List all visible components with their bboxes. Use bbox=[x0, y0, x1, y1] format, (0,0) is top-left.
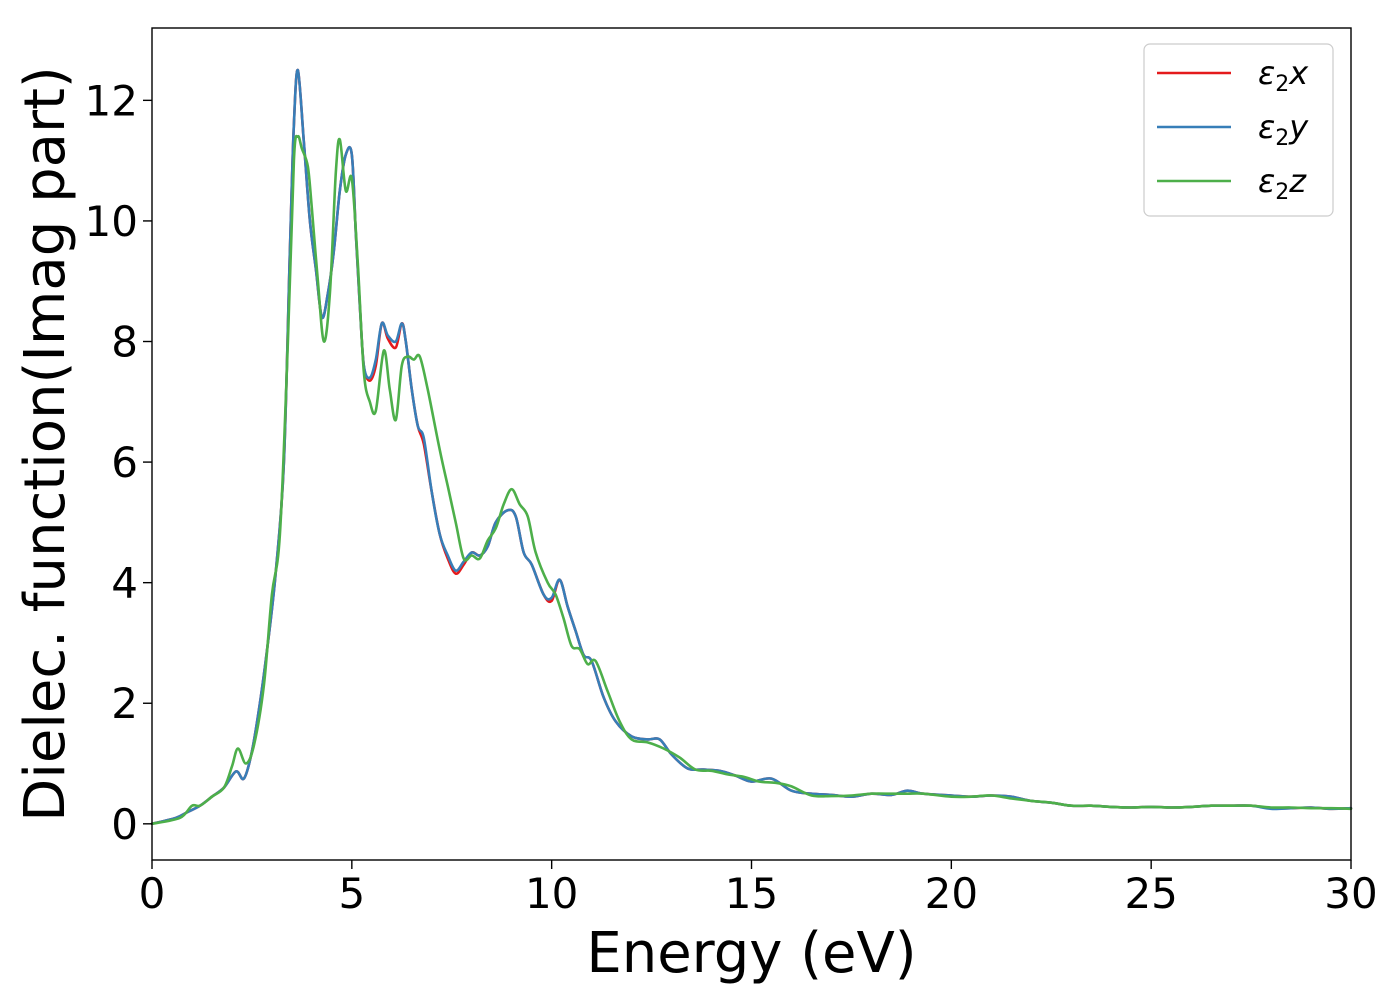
legend-box bbox=[1143, 43, 1334, 217]
y-tick-label: 12 bbox=[85, 76, 138, 125]
legend-label-y: ε2y bbox=[1258, 108, 1309, 151]
y-tick-label: 4 bbox=[111, 559, 138, 608]
legend-label-x: ε2x bbox=[1258, 54, 1309, 97]
legend-label-z: ε2z bbox=[1258, 162, 1307, 205]
x-tick-label: 10 bbox=[525, 869, 578, 918]
x-tick-label: 25 bbox=[1124, 869, 1177, 918]
y-tick-label: 2 bbox=[111, 679, 138, 728]
y-axis-title: Dielec. function(Imag part) bbox=[13, 66, 78, 822]
y-tick-label: 6 bbox=[111, 438, 138, 487]
x-axis-title: Energy (eV) bbox=[586, 921, 916, 986]
y-tick-label: 0 bbox=[111, 800, 138, 849]
series-line-z bbox=[150, 134, 1353, 826]
legend: ε2x ε2y ε2z bbox=[1143, 43, 1334, 217]
y-axis-ticks: 0 2 4 6 8 10 12 bbox=[85, 76, 152, 849]
y-tick-label: 8 bbox=[111, 318, 138, 367]
x-tick-label: 15 bbox=[725, 869, 778, 918]
x-tick-label: 0 bbox=[139, 869, 166, 918]
x-axis-ticks: 0 5 10 15 20 25 30 bbox=[139, 860, 1378, 918]
series-layer bbox=[150, 68, 1353, 826]
x-tick-label: 30 bbox=[1324, 869, 1377, 918]
x-tick-label: 20 bbox=[925, 869, 978, 918]
series-line-y bbox=[150, 68, 1353, 826]
y-tick-label: 10 bbox=[85, 197, 138, 246]
x-tick-label: 5 bbox=[338, 869, 365, 918]
